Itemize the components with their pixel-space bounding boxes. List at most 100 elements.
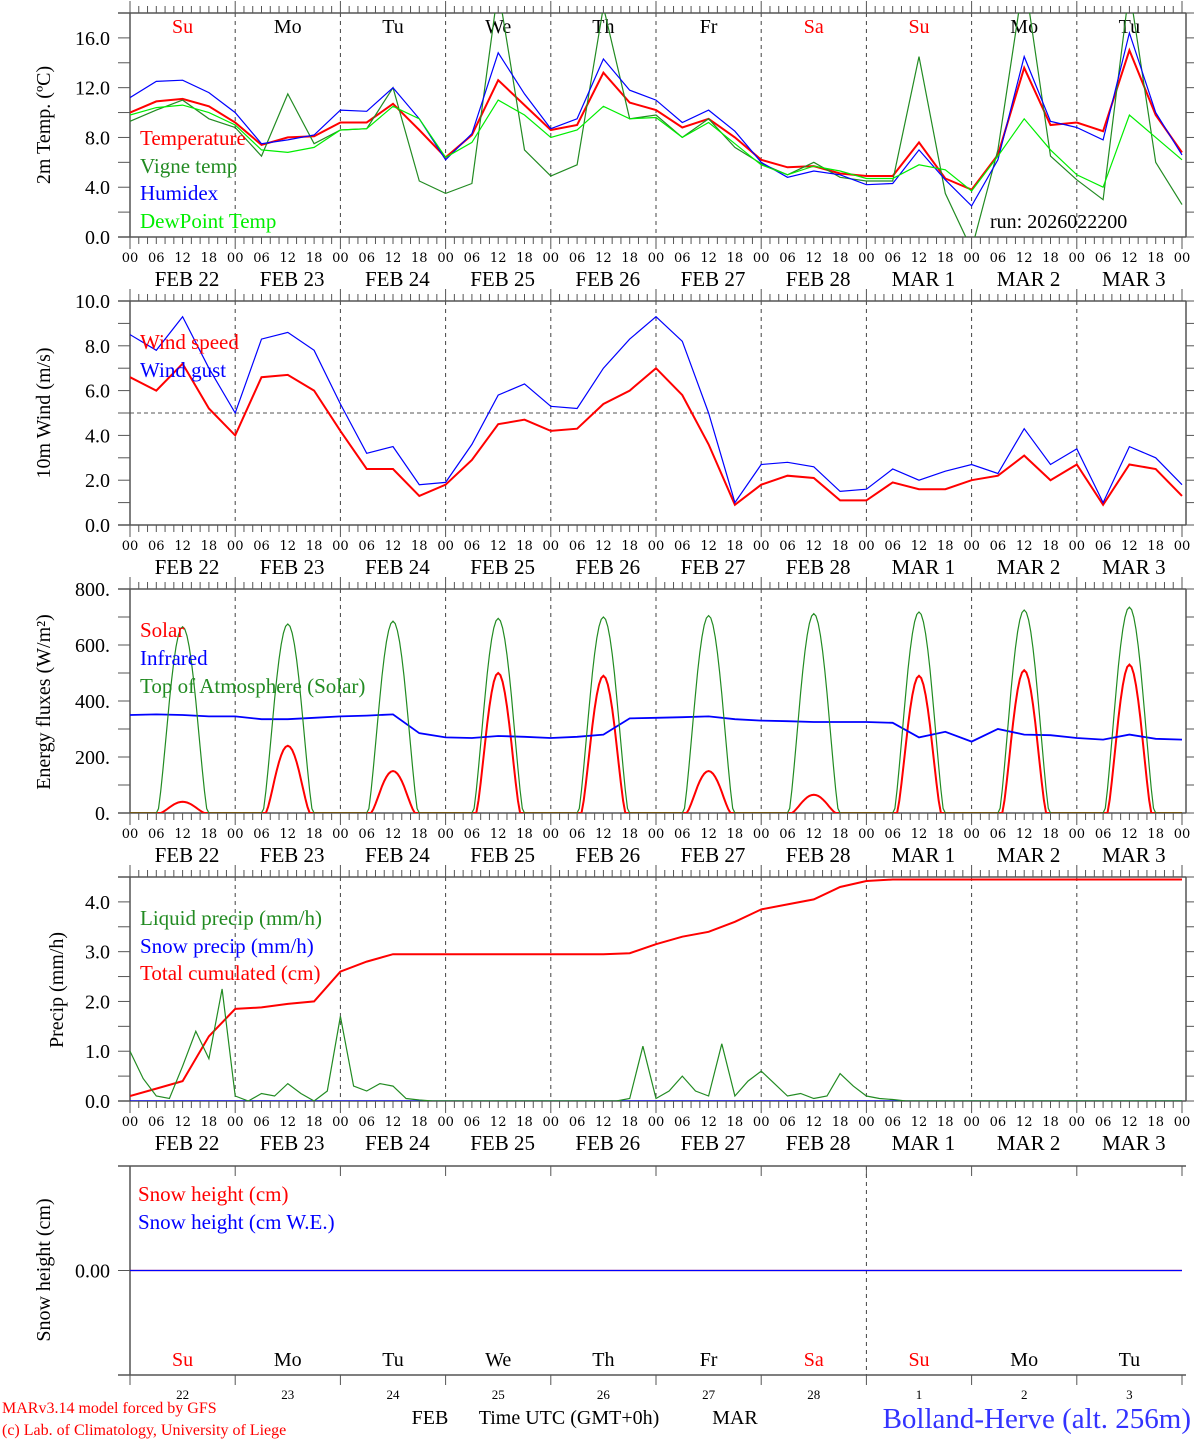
hour-label: 00 xyxy=(963,539,980,554)
panel-3: 0. 200. 400. 600. 800. Energy fluxes (W/m²) 00… xyxy=(33,577,1194,867)
hour-label: 12 xyxy=(806,827,823,842)
credit-lab: (c) Lab. of Climatology, University of L… xyxy=(2,1422,286,1439)
day-name-label: Tu xyxy=(382,1349,404,1371)
date-label: MAR 2 xyxy=(997,555,1061,579)
hour-label: 18 xyxy=(832,1115,849,1130)
hour-label: 18 xyxy=(1042,251,1059,266)
panel-1: 0.0 4.0 8.0 12.0 16.0 2m Temp. (ºC) 00 06 12 18 00… xyxy=(33,1,1194,291)
legend-entry: Wind speed xyxy=(140,330,239,354)
hour-label: 00 xyxy=(227,1115,244,1130)
hour-label: 18 xyxy=(516,1115,533,1130)
hour-label: 00 xyxy=(858,827,875,842)
hour-label: 18 xyxy=(201,827,218,842)
y-axis-title: Precip (mm/h) xyxy=(46,932,68,1048)
hour-label: 18 xyxy=(516,251,533,266)
hour-label: 18 xyxy=(832,539,849,554)
hour-label: 00 xyxy=(1174,539,1191,554)
y-tick-label: 6.0 xyxy=(85,381,110,403)
date-label: FEB 25 xyxy=(470,267,535,291)
hour-label: 00 xyxy=(1069,251,1086,266)
day-name-label: We xyxy=(485,16,511,38)
hour-label: 00 xyxy=(332,827,349,842)
legend-entry: Liquid precip (mm/h) xyxy=(140,906,322,930)
date-label: FEB 24 xyxy=(365,1131,430,1155)
hour-label: 12 xyxy=(1121,1115,1138,1130)
hour-label: 18 xyxy=(1147,827,1164,842)
hour-label: 00 xyxy=(648,827,665,842)
hour-label: 00 xyxy=(858,251,875,266)
y-tick-label: 0.0 xyxy=(85,515,110,537)
hour-label: 00 xyxy=(858,1115,875,1130)
hour-label: 18 xyxy=(411,827,428,842)
legend-entry: Humidex xyxy=(140,181,219,205)
hour-label: 12 xyxy=(911,251,928,266)
series-line-wind-speed xyxy=(130,362,1183,507)
hour-label: 12 xyxy=(700,1115,717,1130)
date-label: FEB 22 xyxy=(155,267,220,291)
hour-label: 12 xyxy=(700,827,717,842)
hour-label: 12 xyxy=(280,827,297,842)
day-number-label: 22 xyxy=(176,1387,189,1402)
hour-label: 06 xyxy=(358,251,375,266)
y-tick-label: 8.0 xyxy=(85,336,110,358)
hour-label: 12 xyxy=(490,1115,507,1130)
hour-label: 06 xyxy=(1095,827,1112,842)
day-number-label: 24 xyxy=(387,1387,401,1402)
hour-label: 06 xyxy=(990,1115,1007,1130)
date-label: MAR 3 xyxy=(1102,267,1166,291)
month-label-feb: FEB xyxy=(412,1407,449,1429)
hour-label: 06 xyxy=(569,539,586,554)
y-axis-title: Energy fluxes (W/m²) xyxy=(33,614,55,790)
hour-label: 18 xyxy=(937,539,954,554)
hour-label: 18 xyxy=(937,1115,954,1130)
date-label: FEB 23 xyxy=(260,1131,325,1155)
hour-label: 12 xyxy=(1016,827,1033,842)
hour-label: 18 xyxy=(411,1115,428,1130)
date-label: FEB 24 xyxy=(365,267,430,291)
hour-label: 18 xyxy=(411,539,428,554)
series-line-infrared xyxy=(130,713,1183,743)
day-number-label: 23 xyxy=(281,1387,294,1402)
day-number-label: 28 xyxy=(807,1387,820,1402)
hour-label: 18 xyxy=(832,251,849,266)
hour-label: 06 xyxy=(1095,1115,1112,1130)
series-group xyxy=(130,315,1183,507)
day-name-label: Sa xyxy=(804,1349,824,1371)
series-line-dewpoint-temp xyxy=(130,99,1183,192)
legend-entry: Total cumulated (cm) xyxy=(140,961,320,985)
y-tick-label: 400. xyxy=(75,691,110,713)
hour-label: 06 xyxy=(674,539,691,554)
day-name-label: Mo xyxy=(1010,16,1038,38)
hour-label: 00 xyxy=(753,1115,770,1130)
y-axis-title: Snow height (cm) xyxy=(33,1198,55,1341)
date-label: MAR 2 xyxy=(997,843,1061,867)
hour-label: 18 xyxy=(727,1115,744,1130)
hour-label: 12 xyxy=(1016,539,1033,554)
hour-label: 00 xyxy=(227,539,244,554)
hour-label: 12 xyxy=(595,827,612,842)
day-name-label: Mo xyxy=(1010,1349,1038,1371)
hour-label: 06 xyxy=(674,251,691,266)
day-name-label: Su xyxy=(908,16,929,38)
hour-label: 06 xyxy=(148,827,165,842)
date-label: FEB 23 xyxy=(260,555,325,579)
hour-label: 00 xyxy=(963,1115,980,1130)
hour-label: 12 xyxy=(385,251,402,266)
hour-label: 06 xyxy=(569,827,586,842)
hour-label: 18 xyxy=(1042,827,1059,842)
date-label: FEB 22 xyxy=(155,555,220,579)
hour-label: 06 xyxy=(779,827,796,842)
hour-label: 12 xyxy=(806,1115,823,1130)
date-label: FEB 26 xyxy=(575,555,640,579)
day-number-label: 27 xyxy=(702,1387,716,1402)
date-label: FEB 26 xyxy=(575,843,640,867)
series-group xyxy=(130,606,1183,813)
hour-label: 00 xyxy=(648,1115,665,1130)
series-line-vigne-temp xyxy=(130,13,1183,237)
hour-label: 18 xyxy=(516,539,533,554)
hour-label: 12 xyxy=(595,251,612,266)
series-line-top-of-atmosphere-solar- xyxy=(130,606,1182,813)
series-line-liquid-precip-mm-h- xyxy=(130,988,1182,1101)
hour-label: 06 xyxy=(779,539,796,554)
